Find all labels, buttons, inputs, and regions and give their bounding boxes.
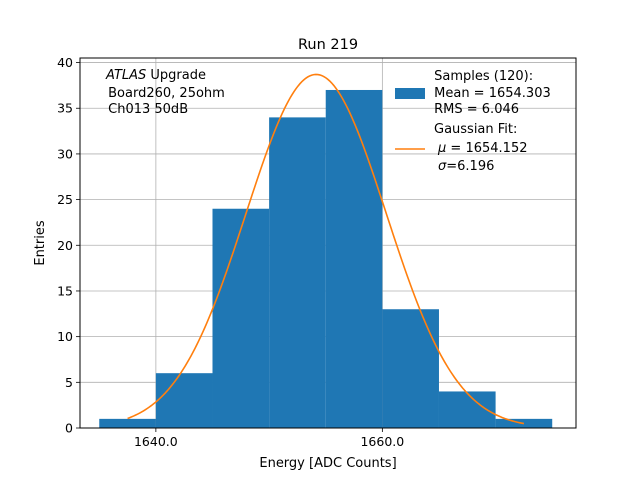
legend-samples-title: Samples (120): [430, 69, 533, 84]
legend-fit-mu: μ = 1654.152 [437, 141, 527, 156]
annotation-line-2: Board260, 25ohm [104, 86, 225, 101]
sigma-symbol: σ [438, 159, 447, 174]
atlas-label: ATLAS [105, 68, 146, 83]
chart-title: Run 219 [298, 37, 358, 53]
legend-fit-sigma: σ=6.196 [438, 159, 494, 174]
mu-equals: = [446, 141, 465, 156]
histogram-bars [99, 89, 553, 428]
mu-symbol: μ [437, 141, 446, 156]
legend-samples-rms: RMS = 6.046 [430, 102, 519, 117]
sigma-value: 6.196 [457, 159, 494, 174]
histogram-bar-3 [269, 117, 326, 428]
y-tick-label-2: 10 [57, 329, 73, 344]
legend: Samples (120): Mean = 1654.303 RMS = 6.0… [395, 69, 551, 174]
y-tick-label-8: 40 [57, 55, 73, 70]
y-tick-label-0: 0 [65, 421, 73, 436]
legend-samples-mean: Mean = 1654.303 [430, 86, 551, 101]
histogram-bar-2 [212, 208, 270, 428]
legend-fit-title: Gaussian Fit: [434, 122, 517, 137]
x-axis-label: Energy [ADC Counts] [259, 456, 396, 471]
annotation-line-1: ATLAS Upgrade [105, 68, 206, 83]
x-tick-label-0: 1640.0 [134, 434, 178, 449]
histogram-bar-5 [382, 309, 439, 428]
annotation-line-3: Ch013 50dB [104, 102, 188, 117]
y-axis-label: Entries [33, 220, 48, 266]
upgrade-label: Upgrade [146, 68, 206, 83]
histogram-bar-4 [325, 89, 383, 428]
y-tick-label-1: 5 [65, 375, 73, 390]
gaussian-fit [127, 73, 525, 425]
histogram-bar-0 [99, 418, 156, 428]
mu-value: 1654.152 [465, 141, 527, 156]
y-tick-label-6: 30 [57, 146, 73, 161]
y-tick-label-5: 25 [57, 192, 73, 207]
x-axis-ticks: 1640.0 1660.0 [134, 428, 404, 449]
y-tick-label-7: 35 [57, 101, 73, 116]
gaussian-fit-curve [127, 73, 525, 425]
atlas-annotation: ATLAS Upgrade Board260, 25ohm Ch013 50dB [104, 68, 225, 117]
y-axis-ticks: 0 5 10 15 20 25 30 35 40 [57, 55, 80, 436]
y-tick-label-4: 20 [57, 238, 73, 253]
histogram-bar-1 [155, 373, 213, 428]
y-tick-label-3: 15 [57, 283, 73, 298]
sigma-equals: = [446, 159, 457, 174]
legend-samples-swatch [395, 88, 425, 99]
plot-frame [79, 57, 577, 429]
x-tick-label-1: 1660.0 [360, 434, 404, 449]
